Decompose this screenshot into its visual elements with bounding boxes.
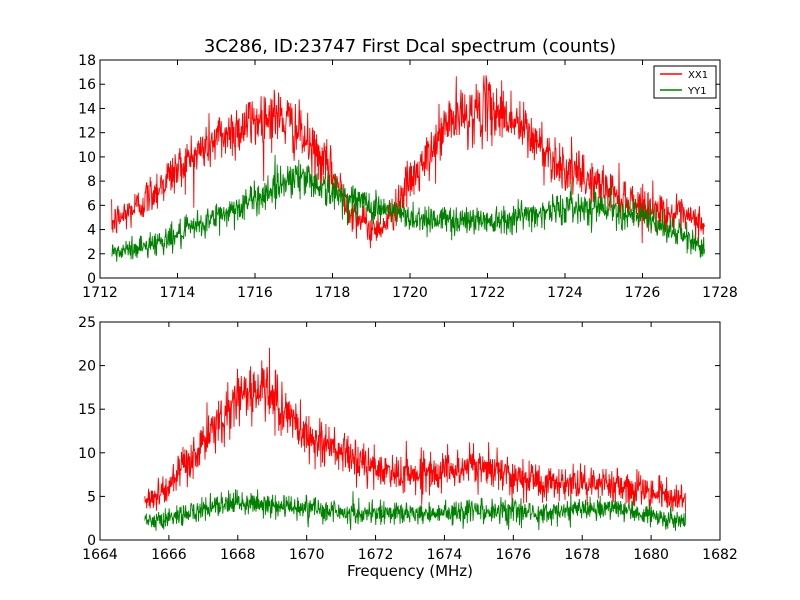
top-x-tick-label: 1724: [547, 285, 583, 301]
top-x-tick-label: 1714: [160, 285, 196, 301]
top-x-tick-label: 1718: [315, 285, 351, 301]
legend-label-yy1: YY1: [687, 86, 707, 97]
bottom-series-layer: [144, 347, 687, 531]
top-y-tick-label: 6: [87, 198, 96, 214]
top-y-tick-label: 12: [78, 126, 96, 142]
top-y-tick-label: 8: [87, 174, 96, 190]
bottom-x-tick-label: 1666: [151, 547, 187, 563]
bottom-x-tick-label: 1676: [496, 547, 532, 563]
bottom-x-tick-label: 1682: [702, 547, 738, 563]
bottom-x-tick-label: 1668: [220, 547, 256, 563]
top-x-tick-label: 1716: [237, 285, 273, 301]
bottom-y-tick-label: 15: [78, 402, 96, 418]
top-x-tick-label: 1728: [702, 285, 738, 301]
top-y-tick-label: 14: [78, 101, 96, 117]
legend-label-xx1: XX1: [688, 70, 708, 81]
bottom-series-1-line: [144, 347, 687, 513]
top-y-tick-label: 4: [87, 223, 96, 239]
top-y-tick-label: 0: [87, 271, 96, 287]
bottom-subplot: 1664 1666 1668 1670 1672 1674 1676 1678 1680 1682…: [78, 315, 738, 580]
bottom-y-tick-label: 25: [78, 315, 96, 331]
top-axes-frame: [99, 59, 721, 279]
bottom-y-tick-label: 10: [78, 446, 96, 462]
bottom-x-tick-label: 1670: [289, 547, 325, 563]
top-xx1-line: [111, 75, 705, 249]
bottom-y-tick-label: 5: [87, 489, 96, 505]
top-chart-title: 3C286, ID:23747 First Dcal spectrum (cou…: [204, 36, 616, 57]
bottom-x-tick-label: 1680: [633, 547, 669, 563]
top-x-tick-label: 1720: [392, 285, 428, 301]
top-y-tick-label: 16: [78, 77, 96, 93]
bottom-y-tick-label: 20: [78, 359, 96, 375]
bottom-x-tick-label: 1678: [564, 547, 600, 563]
bottom-series-2-line: [144, 489, 687, 531]
bottom-y-tick-label: 0: [87, 533, 96, 549]
x-axis-label: Frequency (MHz): [347, 562, 473, 580]
bottom-x-tick-label: 1664: [82, 547, 118, 563]
top-ticks-layer: 1712 1714 1716 1718 1720 1722 1724 1726 1728 0 2 4 6…: [78, 53, 738, 301]
top-y-tick-label: 2: [87, 247, 96, 263]
bottom-ticks-layer: 1664 1666 1668 1670 1672 1674 1676 1678 1680 1682…: [78, 315, 738, 563]
legend-box: [653, 65, 717, 99]
top-x-tick-label: 1722: [470, 285, 506, 301]
top-series-layer: [111, 75, 705, 262]
top-x-tick-label: 1712: [82, 285, 118, 301]
top-y-tick-label: 10: [78, 150, 96, 166]
bottom-axes-frame: [99, 321, 721, 541]
top-yy1-line: [111, 154, 705, 262]
top-legend: XX1 YY1: [653, 65, 717, 99]
top-subplot: 3C286, ID:23747 First Dcal spectrum (cou…: [78, 36, 738, 301]
bottom-x-tick-label: 1674: [427, 547, 463, 563]
bottom-x-tick-label: 1672: [358, 547, 394, 563]
top-x-tick-label: 1726: [625, 285, 661, 301]
top-y-tick-label: 18: [78, 53, 96, 69]
